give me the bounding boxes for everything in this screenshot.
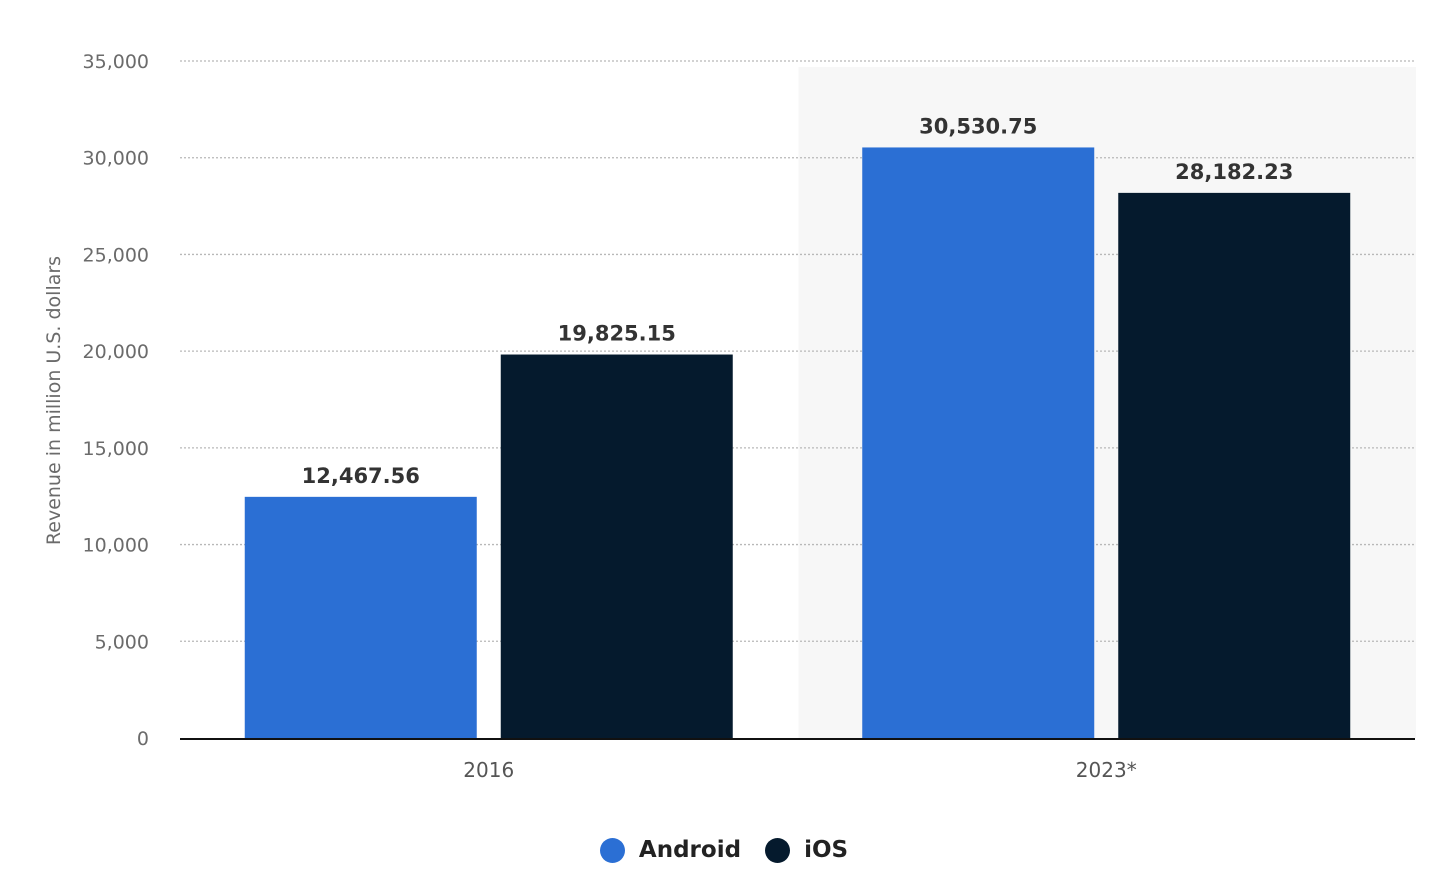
y-tick-label: 5,000 [95,631,149,653]
y-axis-label: Revenue in million U.S. dollars [43,256,65,545]
legend-marker-ios [765,837,791,863]
y-tick-label: 25,000 [83,244,149,266]
bar-android-2023[interactable] [862,147,1095,738]
legend: Android iOS [0,830,1448,870]
bar-ios-2023[interactable] [1118,192,1351,739]
data-label: 19,825.15 [558,322,676,346]
y-axis-ticks: 0 5,000 10,000 15,000 20,000 25,000 30,000 35,0… [83,51,149,750]
legend-item-ios[interactable]: iOS [765,837,848,863]
legend-label-android: Android [638,837,742,863]
bar-ios-2016[interactable] [500,354,733,738]
bar-android-2016[interactable] [244,496,477,738]
bar-chart: 0 5,000 10,000 15,000 20,000 25,000 30,000 35,0… [43,51,1416,782]
legend-marker-android [599,837,625,863]
legend-item-android[interactable]: Android [599,837,742,863]
y-tick-label: 10,000 [83,535,149,557]
bars [244,147,1351,739]
y-tick-label: 20,000 [83,341,149,363]
x-tick-label: 2023* [1076,758,1137,782]
y-tick-label: 30,000 [83,148,149,170]
y-tick-label: 15,000 [83,438,149,460]
data-label: 30,530.75 [919,114,1037,138]
y-tick-label: 0 [137,728,149,750]
data-labels: 12,467.56 19,825.15 30,530.75 28,182.23 [302,114,1294,487]
x-axis-ticks: 2016 2023* [463,758,1136,782]
x-tick-label: 2016 [463,758,514,782]
data-label: 12,467.56 [302,464,420,488]
legend-label-ios: iOS [804,837,849,863]
data-label: 28,182.23 [1175,160,1293,184]
y-tick-label: 35,000 [83,51,149,73]
